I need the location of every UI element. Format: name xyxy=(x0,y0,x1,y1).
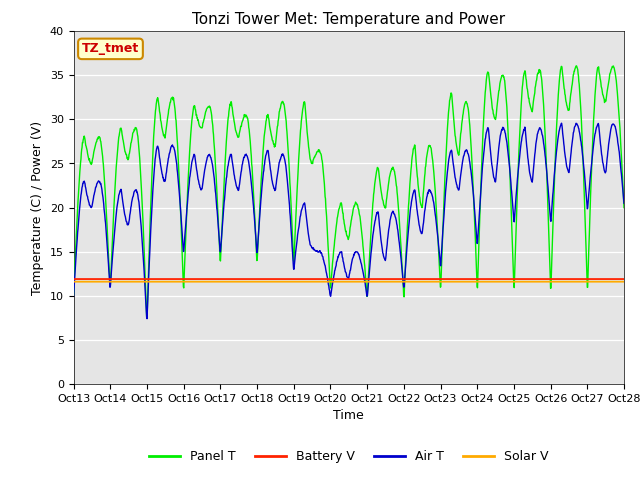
Text: TZ_tmet: TZ_tmet xyxy=(82,42,139,55)
Title: Tonzi Tower Met: Temperature and Power: Tonzi Tower Met: Temperature and Power xyxy=(192,12,506,27)
X-axis label: Time: Time xyxy=(333,409,364,422)
Y-axis label: Temperature (C) / Power (V): Temperature (C) / Power (V) xyxy=(31,120,44,295)
Legend: Panel T, Battery V, Air T, Solar V: Panel T, Battery V, Air T, Solar V xyxy=(144,445,554,468)
